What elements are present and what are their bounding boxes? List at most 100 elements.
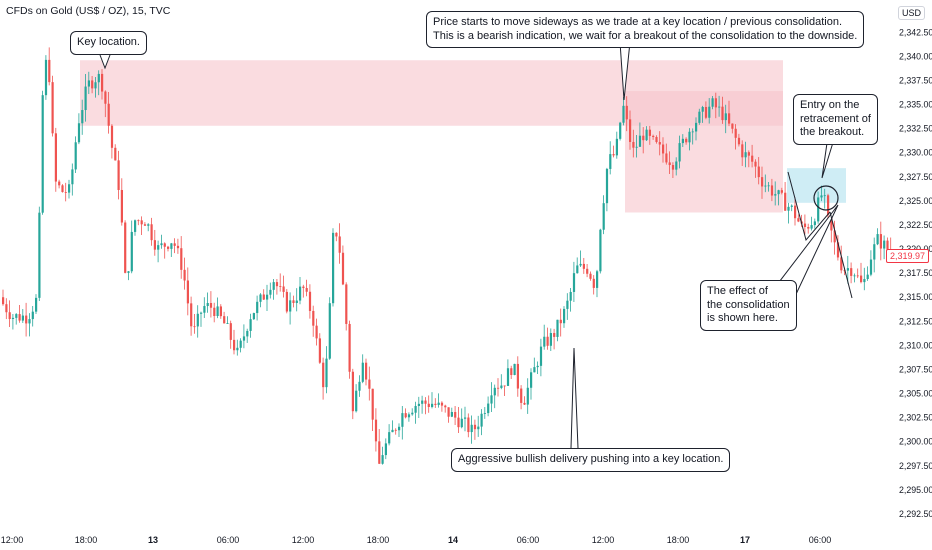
candle-body: [77, 123, 81, 143]
candle-body: [226, 323, 229, 324]
candle-body: [272, 282, 275, 290]
candle-body: [401, 413, 404, 427]
candle: [602, 195, 605, 235]
x-tick-label: 18:00: [75, 535, 98, 545]
candle-body: [81, 110, 84, 124]
candle: [401, 405, 404, 440]
candle: [424, 397, 427, 415]
candle: [605, 167, 609, 212]
candle: [219, 304, 222, 319]
candle-body: [434, 403, 437, 405]
candle-body: [246, 330, 249, 337]
candle-body: [444, 405, 447, 408]
candle-body: [332, 232, 335, 304]
candle-body: [873, 244, 876, 260]
candle: [734, 124, 737, 150]
candle: [747, 150, 750, 168]
candle: [157, 240, 160, 263]
candle-body: [675, 161, 678, 170]
candle: [127, 271, 130, 281]
candle-body: [91, 80, 94, 89]
candle: [549, 328, 552, 352]
candle: [846, 255, 849, 284]
y-tick-label: 2,340.00: [899, 51, 932, 61]
candle: [130, 220, 133, 274]
candle: [203, 297, 206, 318]
candle: [246, 328, 249, 343]
callout-text: the breakout.: [800, 126, 865, 138]
trend-line: [787, 171, 831, 242]
candle: [655, 135, 658, 144]
candle: [407, 412, 411, 422]
candle-body: [374, 419, 378, 442]
candle: [292, 295, 295, 308]
x-tick-label: 06:00: [809, 535, 832, 545]
candle-body: [592, 278, 595, 288]
y-tick-label: 2,325.00: [899, 196, 932, 206]
candle: [335, 232, 338, 242]
candle: [724, 104, 727, 134]
candle: [358, 375, 361, 397]
candle-body: [417, 403, 420, 406]
candle: [348, 320, 351, 379]
y-tick-label: 2,335.00: [899, 100, 932, 110]
x-tick-label: 17: [740, 535, 750, 545]
callout-text: Aggressive bullish delivery pushing into…: [458, 453, 724, 465]
candle: [645, 126, 648, 141]
x-tick-label: 13: [148, 535, 158, 545]
y-tick-label: 2,297.50: [899, 461, 932, 471]
candle: [490, 382, 493, 412]
candle: [741, 140, 744, 166]
candle: [186, 267, 189, 316]
candle-body: [249, 319, 252, 331]
candle-body: [308, 291, 312, 311]
candle-body: [421, 400, 424, 404]
candle-body: [757, 166, 760, 178]
candle-body: [206, 303, 209, 307]
candle-body: [698, 111, 701, 123]
annotation-pointer: [570, 347, 579, 449]
candle: [117, 150, 120, 200]
candle: [737, 133, 741, 147]
candle-body: [285, 291, 288, 312]
price-axis-bg[interactable]: [893, 0, 932, 550]
candles-layer: [2, 47, 892, 465]
candle-body: [378, 441, 381, 464]
candle-body: [728, 113, 731, 124]
candle-body: [355, 390, 358, 412]
candle-body: [219, 306, 222, 317]
candle-body: [566, 300, 569, 309]
y-tick-label: 2,315.00: [899, 292, 932, 302]
chart-title: CFDs on Gold (US$ / OZ), 15, TVC: [6, 5, 171, 17]
currency-badge[interactable]: USD: [898, 6, 926, 20]
candle-body: [28, 319, 31, 324]
y-tick-label: 2,330.00: [899, 148, 932, 158]
candle-body: [223, 316, 226, 324]
candle: [391, 420, 394, 433]
candle-body: [539, 346, 543, 366]
candle-body: [790, 205, 793, 207]
candle: [533, 357, 536, 373]
candle-body: [665, 153, 668, 163]
candle-body: [21, 315, 24, 321]
candle-body: [487, 403, 490, 414]
candle-body: [134, 220, 137, 232]
candle-body: [325, 358, 328, 388]
candle-body: [61, 185, 64, 193]
x-tick-label: 06:00: [517, 535, 540, 545]
trend-line: [829, 211, 853, 299]
candle: [325, 346, 328, 394]
candle: [101, 69, 104, 100]
candle-body: [236, 347, 239, 351]
candle-body: [846, 268, 849, 271]
candle-body: [25, 315, 28, 324]
time-axis-bg[interactable]: [0, 530, 893, 550]
callout-text: the consolidation: [707, 298, 790, 311]
candle: [671, 162, 675, 179]
candle: [183, 257, 186, 290]
candle: [662, 137, 665, 163]
candle-body: [744, 152, 747, 158]
candle: [239, 338, 242, 353]
candle-body: [275, 282, 279, 287]
